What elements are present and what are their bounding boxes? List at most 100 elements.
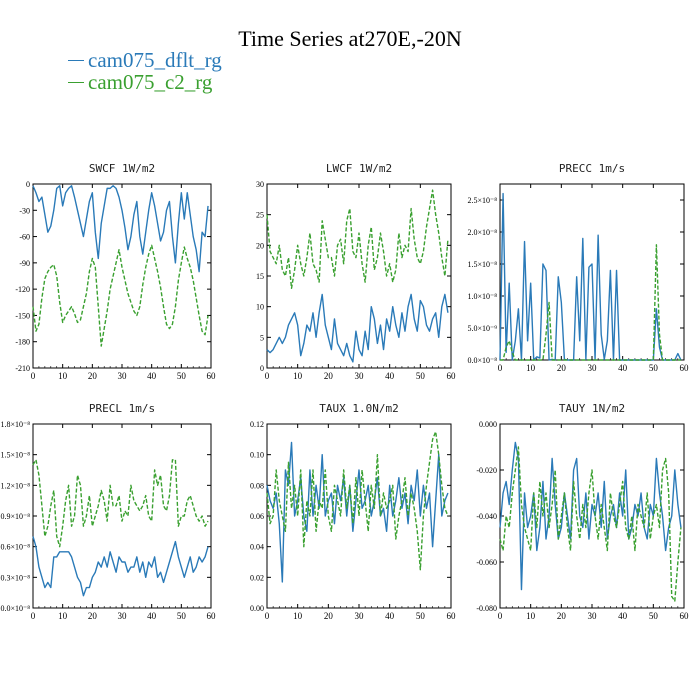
chart-panel-0: SWCF 1W/m2 0 10 20 30 40 50 60 0 -30 -60 -90 -120 -15… [15, 162, 216, 381]
y-tick-label-5-0: 0.000 [479, 420, 497, 429]
y-tick-label-5-3: -0.060 [476, 558, 497, 567]
y-tick-label-2-4: 2.0×10⁻⁸ [467, 228, 497, 237]
y-tick-label-2-5: 2.5×10⁻⁸ [467, 196, 497, 205]
chart-title-5: TAUY 1N/m2 [559, 402, 625, 415]
y-tick-label-1-2: 10 [256, 303, 264, 312]
x-tick-label-4-6: 60 [447, 611, 457, 621]
x-tick-label-2-1: 10 [526, 363, 536, 373]
y-tick-label-1-5: 25 [256, 211, 264, 220]
x-tick-label-1-2: 20 [324, 371, 334, 381]
x-tick-label-1-1: 10 [293, 371, 303, 381]
y-tick-label-1-1: 5 [260, 333, 264, 342]
y-tick-label-4-6: 0.12 [250, 420, 264, 429]
x-tick-label-4-1: 10 [293, 611, 303, 621]
y-tick-label-0-7: -210 [15, 364, 30, 373]
y-tick-label-5-2: -0.040 [476, 512, 497, 521]
x-tick-label-3-2: 20 [88, 611, 98, 621]
x-tick-label-1-6: 60 [447, 371, 457, 381]
y-tick-label-1-3: 15 [256, 272, 264, 281]
y-tick-label-4-5: 0.10 [250, 451, 264, 460]
y-tick-label-0-1: -30 [19, 206, 30, 215]
x-tick-label-1-0: 0 [265, 371, 270, 381]
x-tick-label-4-4: 40 [385, 611, 395, 621]
x-tick-label-1-4: 40 [385, 371, 395, 381]
y-tick-label-0-4: -120 [15, 285, 30, 294]
y-tick-label-1-4: 20 [256, 241, 264, 250]
y-tick-label-4-3: 0.06 [250, 512, 264, 521]
chart-panel-5: TAUY 1N/m2 0 10 20 30 40 50 60 0.000 -0.020 -0.040… [476, 402, 689, 621]
x-tick-label-3-5: 50 [177, 611, 187, 621]
y-tick-label-2-0: 0.0×10⁻⁸ [467, 356, 497, 365]
chart-title-3: PRECL 1m/s [89, 402, 155, 415]
plot-frame-5 [499, 423, 685, 609]
x-tick-label-1-5: 50 [416, 371, 426, 381]
y-tick-label-3-1: 0.3×10⁻⁸ [0, 573, 30, 582]
series-line-4-0 [266, 441, 449, 583]
legend-label-dflt: cam075_dflt_rg [88, 48, 222, 72]
x-tick-label-1-3: 30 [355, 371, 365, 381]
y-tick-label-3-4: 1.2×10⁻⁸ [0, 481, 30, 490]
y-tick-label-2-2: 1.0×10⁻⁸ [467, 292, 497, 301]
y-tick-label-3-3: 0.9×10⁻⁸ [0, 512, 30, 521]
y-tick-label-2-3: 1.5×10⁻⁸ [467, 260, 497, 269]
legend-label-c2: cam075_c2_rg [88, 70, 213, 94]
series-line-3-1 [32, 459, 209, 548]
plot-frame-1 [266, 183, 452, 369]
chart-panel-3: PRECL 1m/s 0 10 20 30 40 50 60 0.0×10⁻⁸ 0.3×10⁻⁸ 0… [0, 402, 216, 621]
x-tick-label-0-5: 50 [177, 371, 187, 381]
x-tick-label-0-6: 60 [207, 371, 217, 381]
x-tick-label-0-3: 30 [118, 371, 128, 381]
x-tick-label-3-3: 30 [118, 611, 128, 621]
y-tick-label-0-6: -180 [15, 338, 30, 347]
x-tick-label-3-4: 40 [147, 611, 157, 621]
chart-figure-title: Time Series at270E,-20N [238, 26, 462, 51]
chart-title-4: TAUX 1.0N/m2 [319, 402, 398, 415]
y-tick-label-0-2: -60 [19, 233, 30, 242]
series-line-3-0 [32, 536, 209, 597]
x-tick-label-5-0: 0 [498, 611, 503, 621]
series-line-4-1 [266, 430, 449, 571]
series-line-0-1 [32, 244, 209, 347]
series-line-5-0 [499, 441, 682, 591]
x-tick-label-0-2: 20 [88, 371, 98, 381]
x-tick-label-0-1: 10 [58, 371, 68, 381]
x-tick-label-4-5: 50 [416, 611, 426, 621]
legend-entry-dflt: cam075_dflt_rg [68, 48, 222, 73]
x-tick-label-4-3: 30 [355, 611, 365, 621]
series-line-0-0 [32, 185, 209, 273]
y-tick-label-1-0: 0 [260, 364, 264, 373]
y-tick-label-3-6: 1.8×10⁻⁸ [0, 420, 30, 429]
x-tick-label-5-3: 30 [588, 611, 598, 621]
y-tick-label-4-4: 0.08 [250, 481, 264, 490]
x-tick-label-3-6: 60 [207, 611, 217, 621]
x-tick-label-0-0: 0 [31, 371, 36, 381]
legend-entry-c2: cam075_c2_rg [68, 70, 212, 95]
chart-panel-4: TAUX 1.0N/m2 0 10 20 30 40 50 60 0.00 0.02 0.04 0.0… [250, 402, 456, 621]
x-tick-label-2-3: 30 [588, 363, 598, 373]
y-tick-label-3-5: 1.5×10⁻⁸ [0, 451, 30, 460]
x-tick-label-2-5: 50 [649, 363, 659, 373]
x-tick-label-4-0: 0 [265, 611, 270, 621]
y-tick-label-2-1: 5.0×10⁻⁹ [467, 324, 497, 333]
x-tick-label-5-6: 60 [680, 611, 690, 621]
y-tick-label-5-4: -0.080 [476, 604, 497, 613]
series-line-1-1 [266, 189, 449, 289]
chart-title-2: PRECC 1m/s [559, 162, 625, 175]
chart-panel-2: PRECC 1m/s 0 10 20 30 40 50 60 0.0×10⁻⁸ 5.0×10⁻⁹ 1… [467, 162, 689, 373]
x-tick-label-0-4: 40 [147, 371, 157, 381]
legend-swatch-dflt [68, 59, 84, 61]
y-tick-label-4-2: 0.04 [250, 543, 264, 552]
x-tick-label-2-2: 20 [557, 363, 567, 373]
x-tick-label-5-2: 20 [557, 611, 567, 621]
x-tick-label-2-0: 0 [498, 363, 503, 373]
y-tick-label-4-1: 0.02 [250, 573, 264, 582]
y-tick-label-0-5: -150 [15, 311, 30, 320]
series-line-5-1 [499, 446, 682, 602]
x-tick-label-2-4: 40 [618, 363, 628, 373]
x-tick-label-5-5: 50 [649, 611, 659, 621]
x-tick-label-3-0: 0 [31, 611, 36, 621]
legend-swatch-c2 [68, 81, 84, 83]
x-tick-label-5-1: 10 [526, 611, 536, 621]
x-tick-label-5-4: 40 [618, 611, 628, 621]
